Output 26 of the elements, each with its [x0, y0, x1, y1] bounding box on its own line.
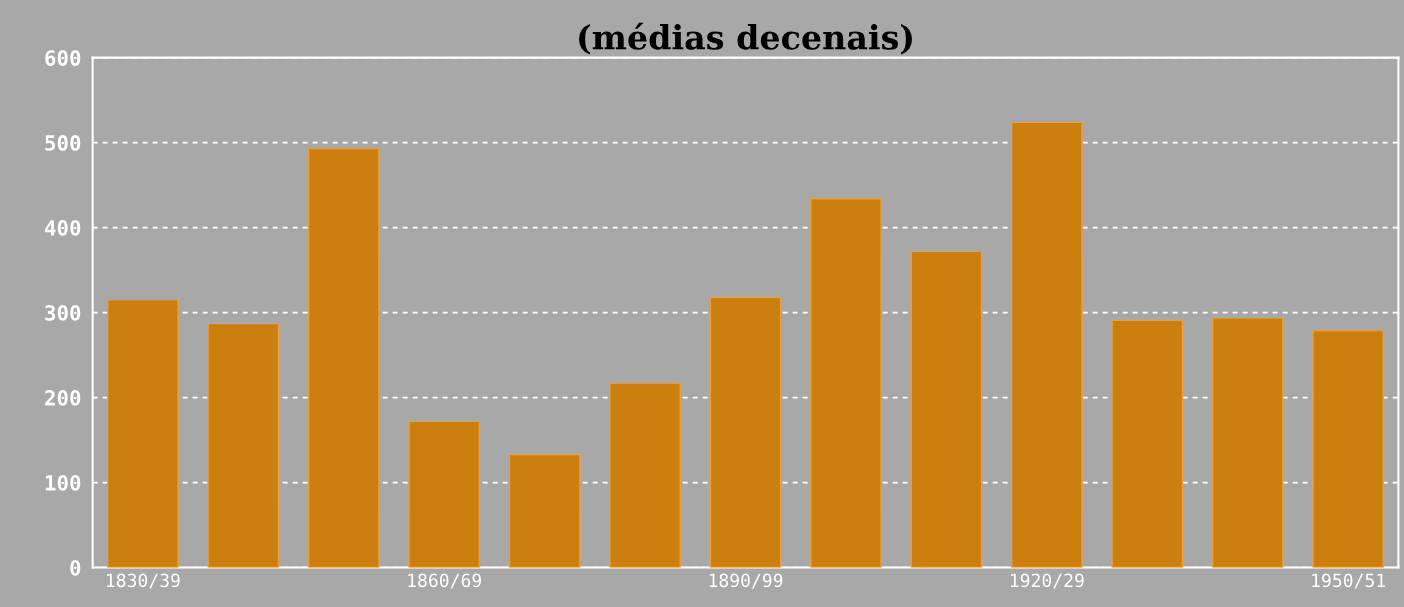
- y-tick-label: 300: [45, 305, 81, 321]
- bar: [709, 296, 782, 568]
- bar: [1010, 121, 1083, 568]
- bar: [508, 453, 581, 568]
- bar: [1312, 329, 1385, 568]
- bar: [207, 322, 280, 568]
- bar: [307, 147, 380, 568]
- x-tick-label: 1890/99: [709, 573, 783, 589]
- x-tick-label: 1920/29: [1010, 573, 1084, 589]
- bar: [1111, 319, 1184, 568]
- bar: [910, 250, 983, 568]
- x-tick-label: 1950/51: [1312, 573, 1385, 589]
- y-tick-label: 400: [44, 220, 81, 236]
- x-tick-label: 1830/39: [107, 573, 180, 589]
- y-tick-label: 200: [45, 390, 81, 406]
- bar: [609, 382, 681, 568]
- bar: [810, 198, 882, 568]
- y-tick-label: 100: [45, 475, 81, 491]
- x-tick-label: 1860/69: [408, 573, 482, 589]
- chart-title: (médias decenais): [579, 22, 912, 55]
- y-tick-label: 0: [70, 560, 81, 576]
- y-tick-label: 500: [45, 135, 81, 151]
- y-tick-label: 600: [45, 50, 81, 66]
- bar: [107, 299, 179, 568]
- bar: [408, 420, 481, 568]
- bar: [1211, 317, 1284, 568]
